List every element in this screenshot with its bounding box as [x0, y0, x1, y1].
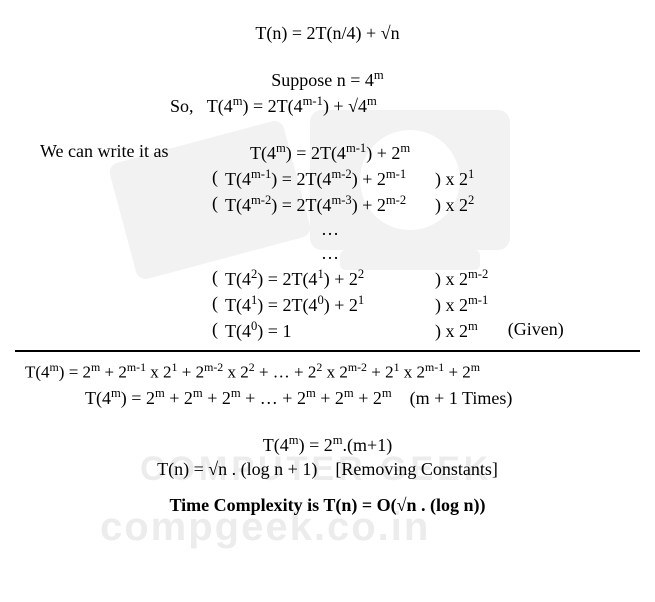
sum-line-2: T(4m) = 2m + 2m + 2m + … + 2m + 2m + 2m … — [15, 386, 640, 409]
so-eq-b: ) = 2T(4 — [243, 96, 303, 116]
expansion-row-5: ( T(41) = 2T(40) + 21 ) x 2m-1 — [15, 293, 640, 316]
suppose-line: Suppose n = 4m — [15, 68, 640, 91]
sum-line-1: T(4m) = 2m + 2m-1 x 21 + 2m-2 x 22 + … +… — [15, 360, 640, 383]
result-line-1: T(4m) = 2m.(m+1) — [15, 433, 640, 456]
paren-6: ( — [205, 319, 225, 342]
paren-3: ( — [205, 193, 225, 216]
paren-4: ( — [205, 267, 225, 290]
mult-r2: ) x 21 — [435, 167, 474, 190]
eq-r3: T(4m-2) = 2T(4m-3) + 2m-2 — [225, 193, 435, 216]
dots-row-2: … — [15, 243, 640, 264]
eq-r4: T(42) = 2T(41) + 22 — [225, 267, 435, 290]
so-line: So, T(4m) = 2T(4m-1) + √4m — [15, 94, 640, 117]
suppose-text: Suppose n = 4 — [271, 70, 374, 90]
we-can-write-label: We can write it as — [15, 141, 230, 164]
given-note: (Given) — [478, 319, 564, 342]
expansion-row-1: We can write it as T(4m) = 2T(4m-1) + 2m — [15, 141, 640, 164]
mult-r5: ) x 2m-1 — [435, 293, 488, 316]
mult-r3: ) x 22 — [435, 193, 474, 216]
eq-r5: T(41) = 2T(40) + 21 — [225, 293, 435, 316]
suppose-sup: m — [374, 68, 384, 82]
res2-note: [Removing Constants] — [335, 459, 498, 479]
main-recurrence: T(n) = 2T(n/4) + √n — [15, 23, 640, 44]
so-eq-c: ) + √4 — [323, 96, 367, 116]
eq-r1: T(4m) = 2T(4m-1) + 2m — [250, 141, 460, 164]
derivation-content: T(n) = 2T(n/4) + √n Suppose n = 4m So, T… — [15, 23, 640, 516]
final-complexity: Time Complexity is T(n) = O(√n . (log n)… — [15, 495, 640, 516]
ellipsis-1: … — [225, 219, 435, 240]
so-eq-a: T(4 — [207, 96, 233, 116]
paren-2: ( — [205, 167, 225, 190]
sum2-note: (m + 1 Times) — [410, 388, 513, 408]
expansion-row-2: ( T(4m-1) = 2T(4m-2) + 2m-1 ) x 21 — [15, 167, 640, 190]
so-label: So, — [170, 96, 194, 116]
paren-5: ( — [205, 293, 225, 316]
ellipsis-2: … — [225, 243, 435, 264]
res2-eq: T(n) = √n . (log n + 1) — [157, 459, 317, 479]
sum2-eq: T(4m) = 2m + 2m + 2m + … + 2m + 2m + 2m — [85, 388, 392, 408]
dots-row-1: … — [15, 219, 640, 240]
expansion-row-3: ( T(4m-2) = 2T(4m-3) + 2m-2 ) x 22 — [15, 193, 640, 216]
mult-r6: ) x 2m — [435, 319, 478, 342]
divider-line — [15, 350, 640, 352]
eq-r6: T(40) = 1 — [225, 319, 435, 342]
expansion-row-4: ( T(42) = 2T(41) + 22 ) x 2m-2 — [15, 267, 640, 290]
eq-r2: T(4m-1) = 2T(4m-2) + 2m-1 — [225, 167, 435, 190]
expansion-row-6: ( T(40) = 1 ) x 2m (Given) — [15, 319, 640, 342]
result-line-2: T(n) = √n . (log n + 1) [Removing Consta… — [15, 459, 640, 480]
mult-r4: ) x 2m-2 — [435, 267, 488, 290]
